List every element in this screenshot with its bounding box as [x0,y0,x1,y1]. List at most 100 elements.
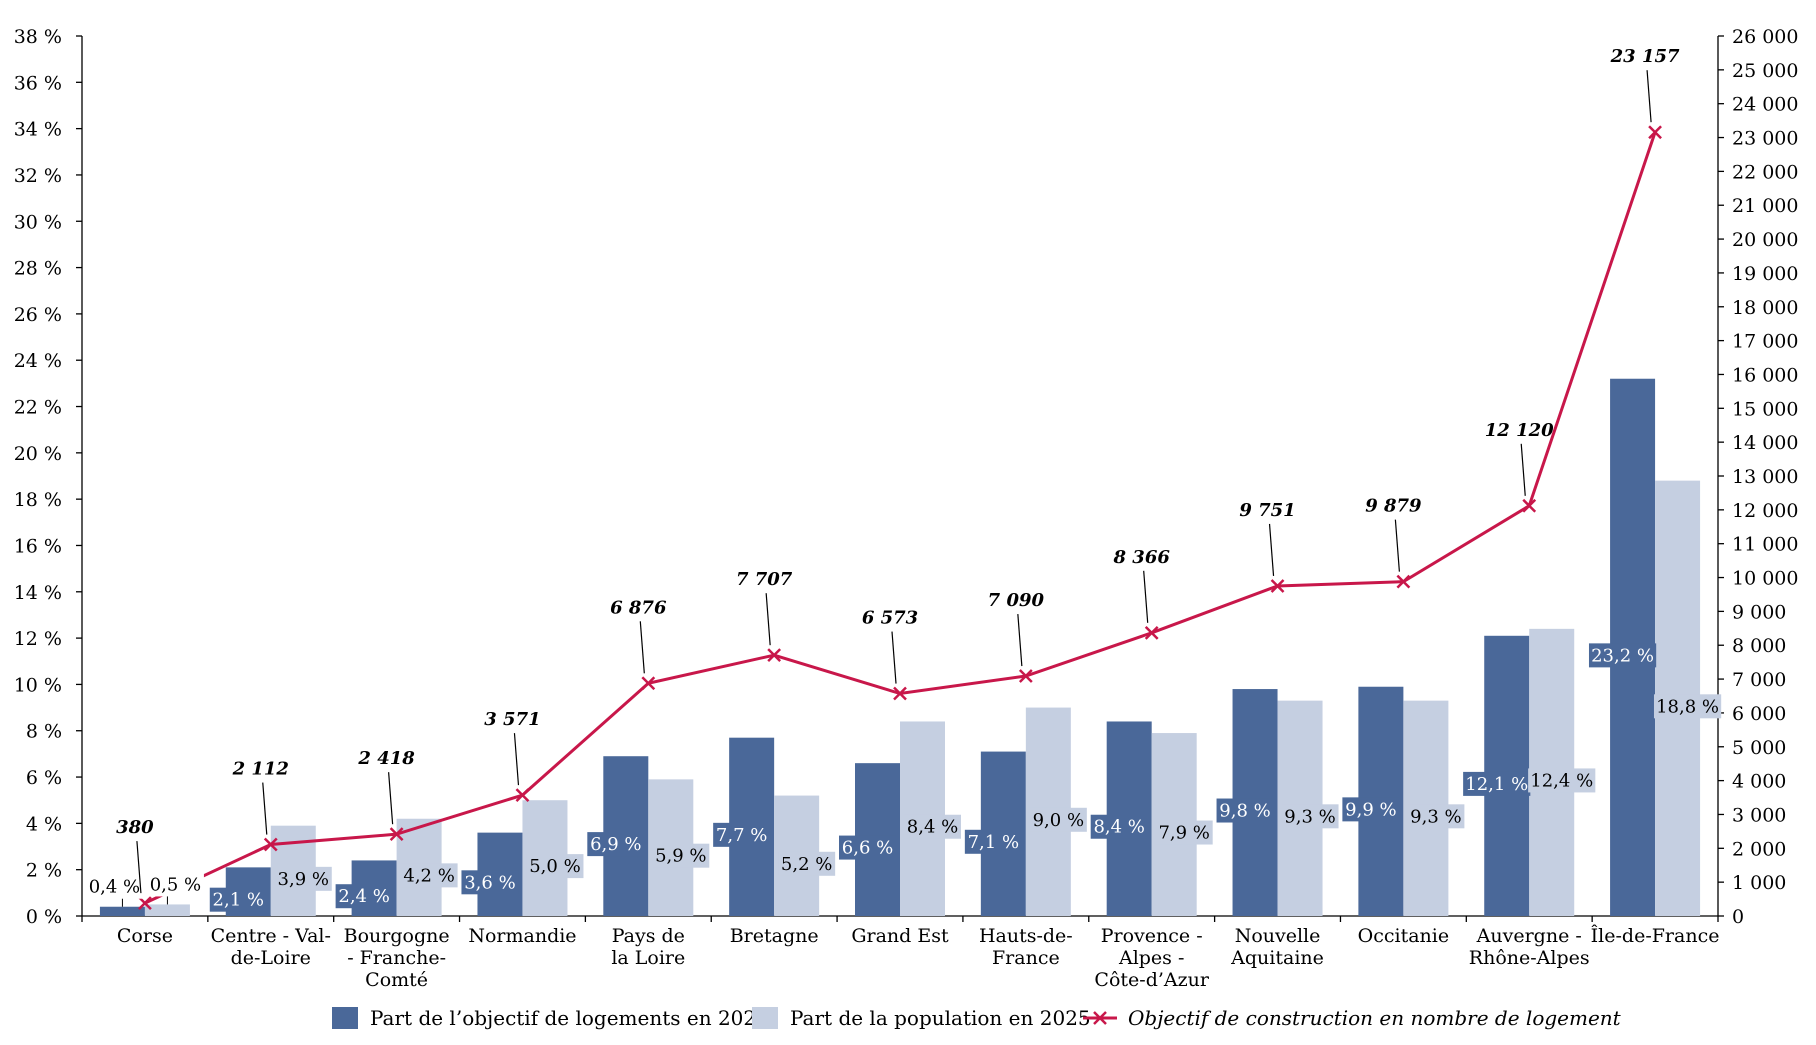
right-axis-tick-label: 23 000 [1732,128,1798,150]
label-population-share: 9,0 % [1033,810,1084,831]
construction-marker [263,837,278,852]
construction-marker [893,686,907,701]
right-axis-tick-label: 5 000 [1732,737,1786,759]
label-population-share-bg [1029,807,1087,832]
label-population-share-bg [778,851,836,876]
left-axis-tick-label: 28 % [14,258,62,280]
left-axis-tick-label: 36 % [14,72,62,94]
category-label: Bretagne [730,925,819,947]
left-axis-tick-label: 24 % [14,350,62,372]
left-axis-tick-label: 2 % [26,860,62,882]
right-axis-tick-label: 1 000 [1732,872,1786,894]
right-axis-tick-label: 0 [1732,906,1744,928]
category-label: Hauts-de-France [979,925,1073,969]
construction-leader-line [1646,70,1652,123]
construction-leader-line [639,621,645,674]
label-objective-share-bg [1216,798,1274,823]
label-construction: 7 707 [736,569,793,590]
label-population-share: 5,2 % [781,854,832,875]
left-axis-tick-label: 34 % [14,119,62,141]
right-axis-tick-label: 15 000 [1732,398,1798,420]
label-population-share: 0,5 % [150,874,201,895]
construction-marker [515,788,530,803]
right-axis-tick-label: 3 000 [1732,804,1786,826]
label-population-share-bg [1653,694,1722,719]
label-population-share-bg [526,854,584,879]
right-axis-tick-label: 20 000 [1732,229,1798,251]
legend-swatch-objective-share [332,1007,358,1029]
left-axis-tick-label: 38 % [14,26,62,48]
category-label: Bourgogne - Franche-Comté [344,925,450,991]
label-objective-share: 6,6 % [842,838,893,859]
label-population-share: 9,3 % [1410,806,1461,827]
legend: Part de l’objectif de logements en 2025 … [332,1006,1622,1030]
right-axis-tick-label: 16 000 [1732,364,1798,386]
label-population-share-bg [904,814,961,839]
label-objective-share: 9,8 % [1219,801,1270,822]
right-axis-tick-label: 10 000 [1732,568,1798,590]
construction-leader-line [262,782,268,835]
label-construction: 6 876 [610,597,667,618]
left-axis-tick-label: 16 % [14,535,62,557]
label-population-share: 9,3 % [1284,806,1335,827]
label-construction: 12 120 [1485,420,1554,441]
label-population-share-bg [1528,768,1596,793]
construction-leader-line [1268,523,1275,577]
bar-population-share [144,904,190,916]
label-construction: 9 879 [1365,496,1422,517]
construction-marker [1522,498,1537,513]
right-axis-tick-label: 21 000 [1732,195,1798,217]
category-label: Normandie [468,925,576,947]
construction-leader-line [388,772,394,825]
label-population-share-bg [1407,804,1465,829]
label-objective-share-bg [209,887,267,912]
left-axis-tick-label: 0 % [26,906,62,928]
left-axis-tick-label: 6 % [26,767,62,789]
construction-marker [389,827,404,842]
label-population-share-bg [400,863,458,888]
left-axis-tick-label: 30 % [14,211,62,233]
construction-leader-line [1017,613,1023,667]
label-construction: 7 090 [988,590,1045,611]
construction-marker [1648,125,1662,140]
construction-leader-line [765,593,771,646]
label-construction: 6 573 [862,608,918,629]
construction-marker [767,648,782,663]
label-population-share: 12,4 % [1530,770,1593,791]
right-axis-tick-label: 26 000 [1732,26,1798,48]
label-population-share-bg [1281,804,1339,829]
label-population-share-bg [652,843,710,868]
label-objective-share-bg [461,870,519,895]
label-objective-share-bg [85,874,143,899]
label-population-share: 7,9 % [1158,823,1209,844]
label-objective-share-bg [1090,814,1148,839]
category-label: Auvergne -Rhône-Alpes [1469,925,1590,969]
bars [99,378,1701,917]
label-objective-share-bg [335,884,393,909]
left-axis-tick-label: 18 % [14,489,62,511]
label-objective-share-bg [1588,643,1657,668]
construction-marker [1270,579,1285,593]
left-axis-tick-label: 14 % [14,582,62,604]
label-objective-share: 0,4 % [89,877,140,898]
right-axis-tick-label: 8 000 [1732,635,1786,657]
label-construction: 2 418 [357,748,415,769]
left-axis-tick-label: 10 % [14,674,62,696]
category-label: Corse [117,925,173,947]
category-label: Nouvelle Aquitaine [1230,925,1324,969]
label-population-share: 3,9 % [278,869,329,890]
label-objective-share: 6,9 % [590,834,641,855]
left-axis-tick-label: 22 % [14,397,62,419]
left-axis-tick-label: 32 % [14,165,62,187]
construction-marker [1396,574,1411,589]
label-population-share-bg [274,866,332,891]
legend-swatch-population-share [752,1007,778,1029]
label-population-share: 5,0 % [529,856,580,877]
label-population-share-bg [1155,820,1213,845]
label-objective-share: 12,1 % [1465,774,1528,795]
label-objective-share-bg [587,832,645,857]
label-objective-share: 2,1 % [213,890,264,911]
label-population-share: 4,2 % [403,865,454,886]
label-construction: 8 366 [1113,547,1171,568]
